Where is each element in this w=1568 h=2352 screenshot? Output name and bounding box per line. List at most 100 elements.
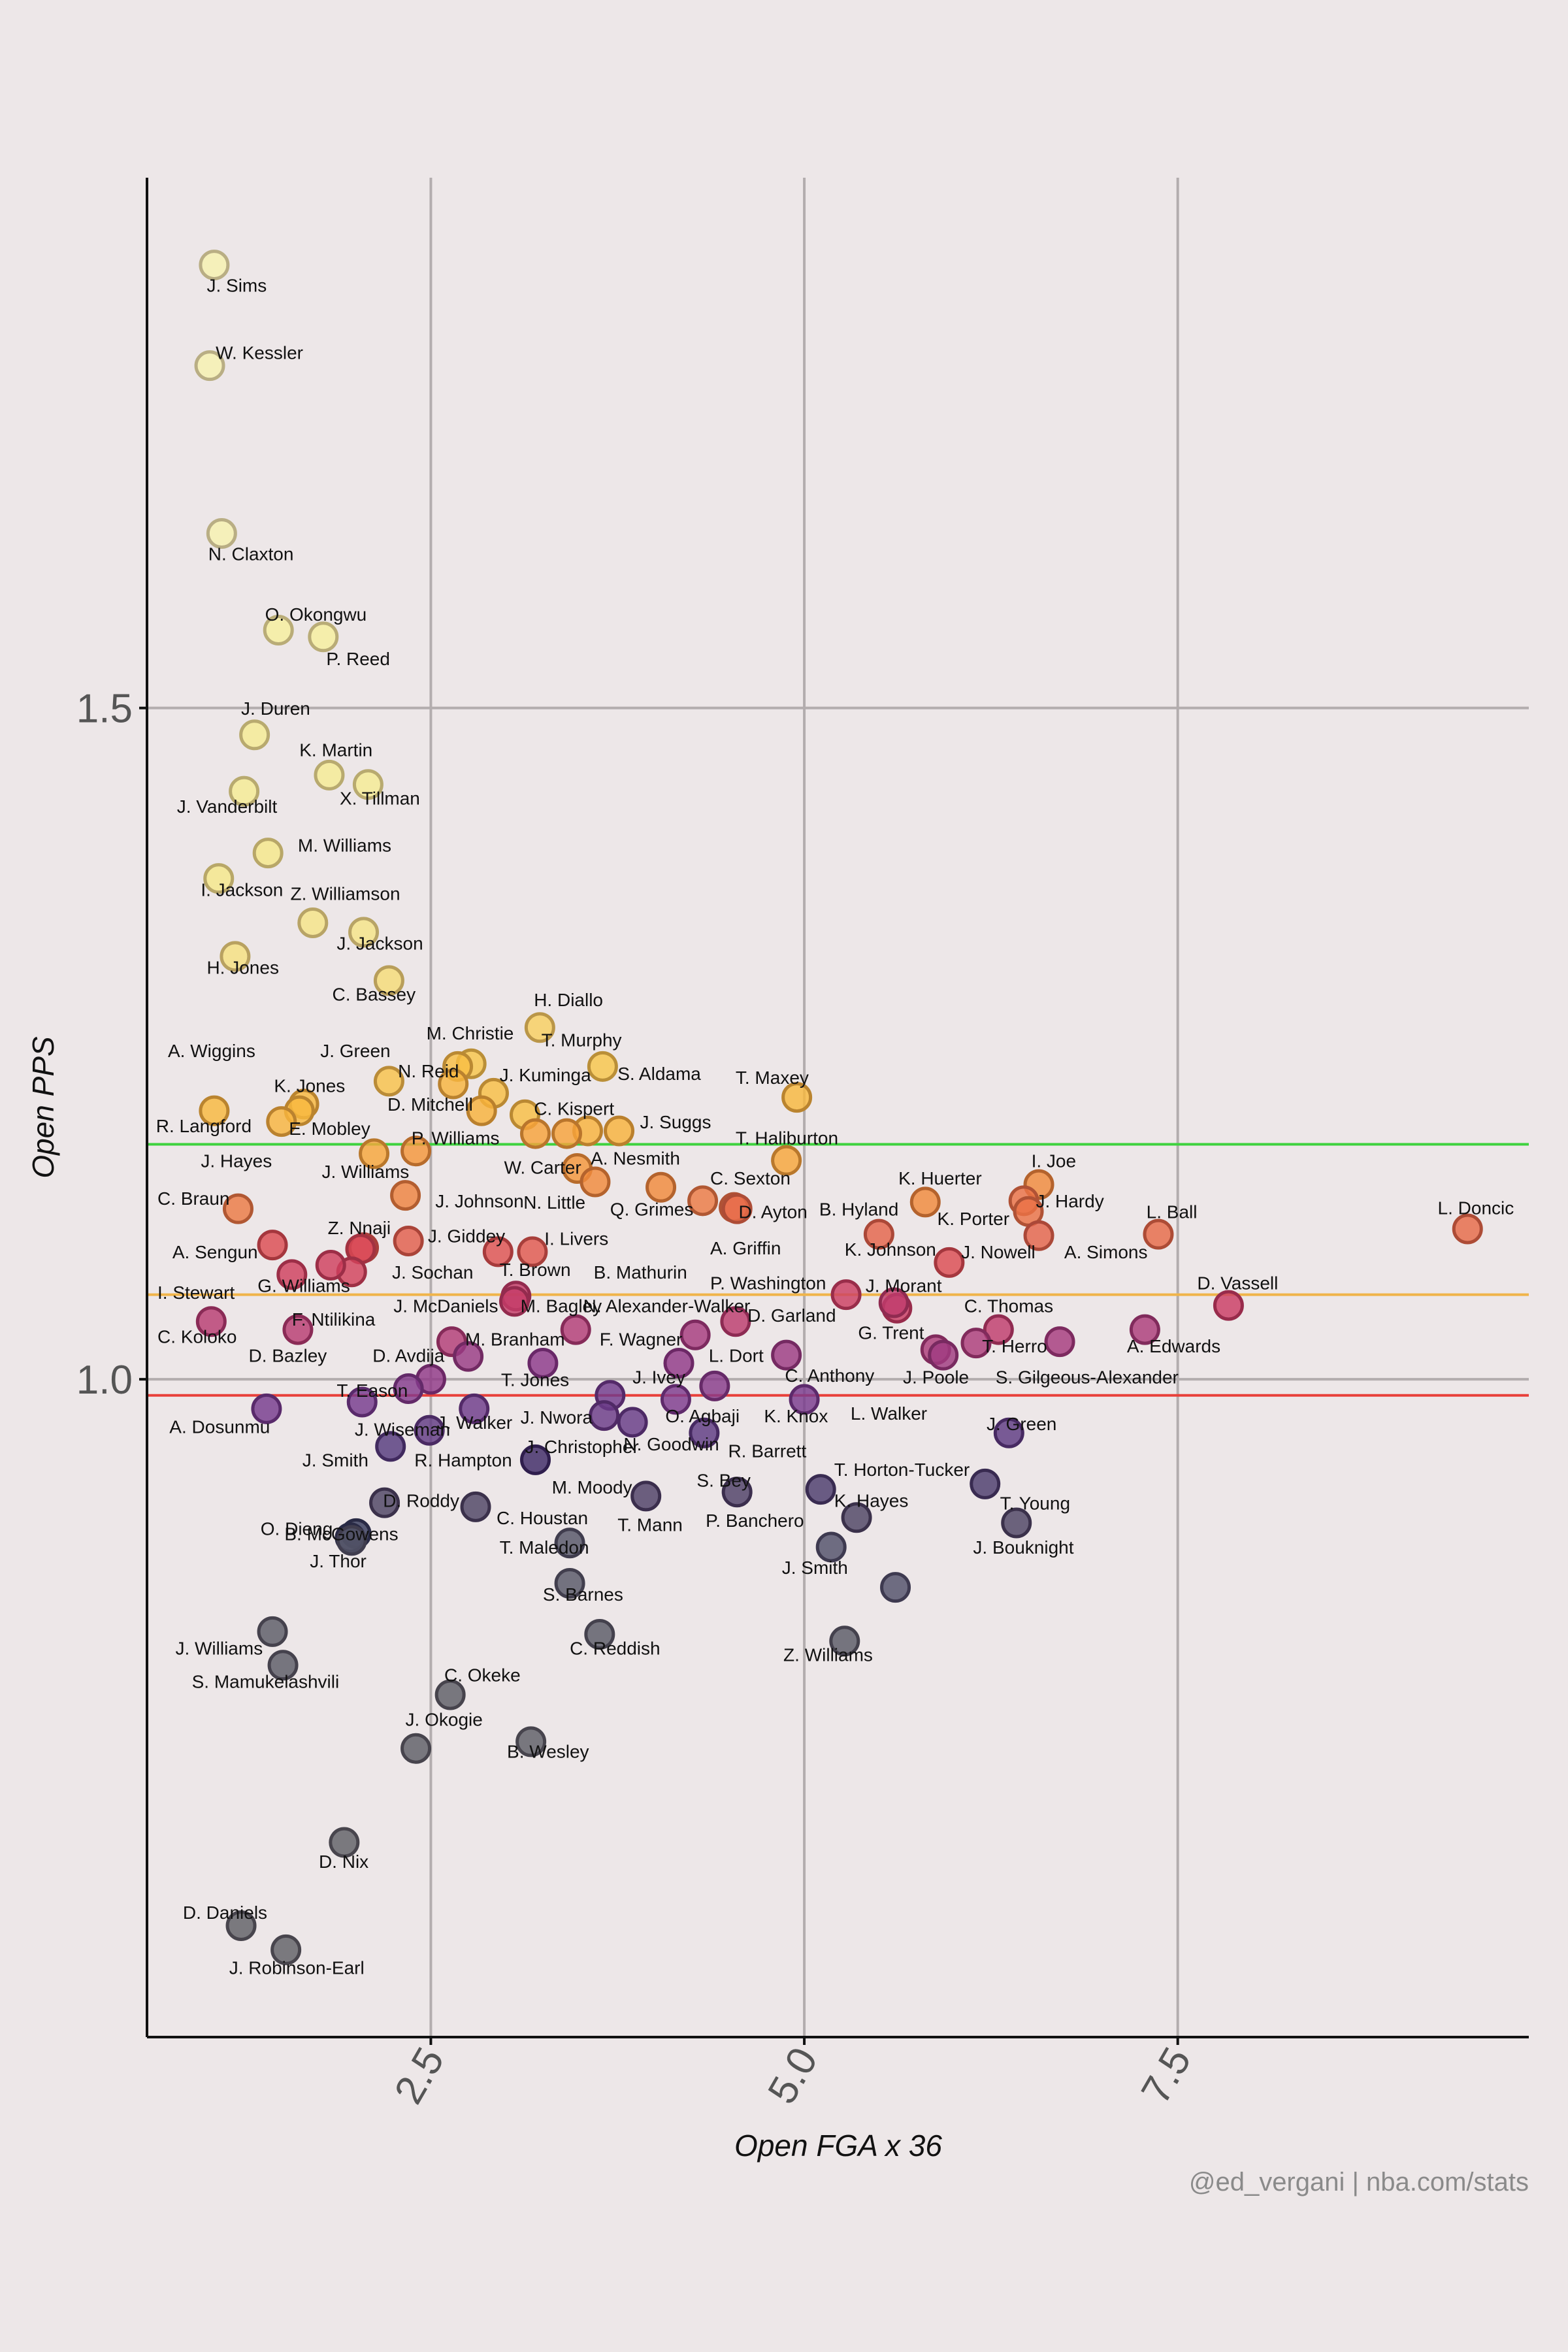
data-point bbox=[630, 1480, 662, 1512]
point-label: B. Mathurin bbox=[594, 1262, 687, 1282]
data-point bbox=[1001, 1507, 1032, 1539]
data-point bbox=[560, 1314, 591, 1345]
data-point bbox=[359, 1138, 390, 1169]
point-label: B. Wesley bbox=[507, 1742, 589, 1762]
data-point bbox=[1023, 1220, 1054, 1251]
point-label: H. Diallo bbox=[534, 990, 603, 1010]
point-label: T. Mann bbox=[617, 1514, 683, 1535]
data-point bbox=[815, 1531, 847, 1563]
point-label: J. Williams bbox=[175, 1638, 263, 1658]
point-label: T. Eason bbox=[336, 1380, 408, 1401]
point-label: M. Williams bbox=[298, 836, 391, 856]
point-label: T. Murphy bbox=[542, 1030, 622, 1051]
data-point bbox=[308, 621, 339, 653]
data-point bbox=[519, 1118, 551, 1149]
point-label: J. Hardy bbox=[1036, 1191, 1103, 1211]
point-label: P. Reed bbox=[326, 649, 390, 669]
data-point bbox=[970, 1468, 1001, 1499]
point-label: J. Suggs bbox=[640, 1112, 711, 1132]
data-point bbox=[645, 1171, 677, 1203]
data-point bbox=[771, 1145, 802, 1176]
data-point bbox=[346, 1386, 378, 1418]
data-point bbox=[584, 1619, 615, 1650]
data-point bbox=[983, 1314, 1014, 1345]
data-point bbox=[617, 1407, 648, 1438]
point-label: I. Joe bbox=[1032, 1151, 1076, 1171]
data-point bbox=[414, 1414, 445, 1446]
point-label: S. Bey bbox=[696, 1471, 750, 1491]
data-point bbox=[352, 769, 384, 800]
point-label: A. Dosunmu bbox=[169, 1416, 270, 1437]
data-point bbox=[960, 1328, 992, 1359]
data-point bbox=[348, 917, 380, 948]
data-point bbox=[1044, 1326, 1075, 1358]
data-point bbox=[771, 1339, 802, 1371]
data-point bbox=[369, 1487, 400, 1518]
point-label: J. Bouknight bbox=[973, 1537, 1073, 1558]
data-point bbox=[276, 1259, 308, 1290]
data-point bbox=[393, 1225, 424, 1256]
point-label: R. Langford bbox=[156, 1116, 252, 1136]
point-label: A. Wiggins bbox=[168, 1041, 255, 1061]
point-label: P. Washington bbox=[710, 1273, 826, 1293]
data-point bbox=[434, 1679, 466, 1710]
point-label: A. Nesmith bbox=[591, 1148, 680, 1168]
data-point bbox=[203, 863, 235, 894]
point-label: K. Hayes bbox=[834, 1490, 909, 1511]
point-label: B. McGowens bbox=[284, 1524, 398, 1544]
data-points bbox=[194, 250, 1483, 1965]
data-point bbox=[554, 1567, 585, 1599]
data-point bbox=[373, 965, 404, 996]
point-label: J. Morant bbox=[866, 1276, 942, 1296]
point-label: W. Carter bbox=[504, 1158, 581, 1178]
data-point bbox=[1213, 1290, 1244, 1321]
point-label: C. Braun bbox=[157, 1188, 230, 1209]
point-label: O. Agbaji bbox=[665, 1406, 740, 1426]
data-point bbox=[554, 1527, 585, 1559]
point-label: J. Thor bbox=[310, 1551, 367, 1571]
data-point bbox=[519, 1444, 551, 1475]
point-label: D. Avdija bbox=[372, 1345, 444, 1365]
data-point bbox=[527, 1347, 559, 1379]
point-label: R. Barrett bbox=[728, 1441, 806, 1461]
data-point bbox=[993, 1417, 1024, 1448]
point-label: J. Ivey bbox=[632, 1367, 685, 1387]
point-label: J. Vanderbilt bbox=[177, 796, 278, 817]
point-label: T. Young bbox=[1000, 1493, 1070, 1513]
point-label: M. Christie bbox=[427, 1023, 514, 1043]
point-label: M. Moody bbox=[552, 1477, 632, 1497]
point-label: J. Christopher bbox=[525, 1437, 638, 1457]
point-label: N. Claxton bbox=[208, 544, 294, 564]
data-point bbox=[257, 1230, 288, 1261]
point-label: J. Williams bbox=[322, 1162, 410, 1182]
point-label: S. Barnes bbox=[543, 1584, 623, 1605]
point-label: T. Maxey bbox=[736, 1068, 809, 1088]
data-point bbox=[400, 1733, 432, 1764]
point-label: J. Smith bbox=[782, 1558, 848, 1578]
point-label: T. Brown bbox=[500, 1260, 571, 1280]
point-label: I. Livers bbox=[544, 1229, 608, 1249]
y-axis-label: Open PPS bbox=[26, 1036, 60, 1179]
x-axis-label: Open FGA x 36 bbox=[734, 2129, 942, 2163]
point-label: G. Trent bbox=[858, 1322, 924, 1343]
y-tick-label: 1.5 bbox=[76, 687, 133, 732]
point-label: O. Okongwu bbox=[265, 604, 367, 625]
point-label: O. Dieng bbox=[261, 1518, 333, 1539]
point-label: J. Robinson-Earl bbox=[229, 1957, 365, 1978]
point-label: Z. Williamson bbox=[291, 884, 400, 904]
data-point bbox=[336, 1525, 367, 1556]
x-tick-label: 2.5 bbox=[386, 2040, 453, 2112]
data-point bbox=[679, 1319, 711, 1350]
x-tick-label: 7.5 bbox=[1133, 2040, 1200, 2112]
data-point bbox=[660, 1384, 691, 1415]
data-point bbox=[498, 1286, 530, 1317]
data-point bbox=[721, 1193, 753, 1224]
point-label: C. Sexton bbox=[710, 1168, 791, 1188]
point-label: S. Mamukelashvili bbox=[192, 1672, 340, 1692]
data-point bbox=[589, 1400, 620, 1431]
point-label: S. Aldama bbox=[617, 1064, 701, 1084]
data-point bbox=[263, 614, 294, 645]
data-point bbox=[220, 941, 251, 972]
point-label: J. Jackson bbox=[336, 934, 423, 954]
